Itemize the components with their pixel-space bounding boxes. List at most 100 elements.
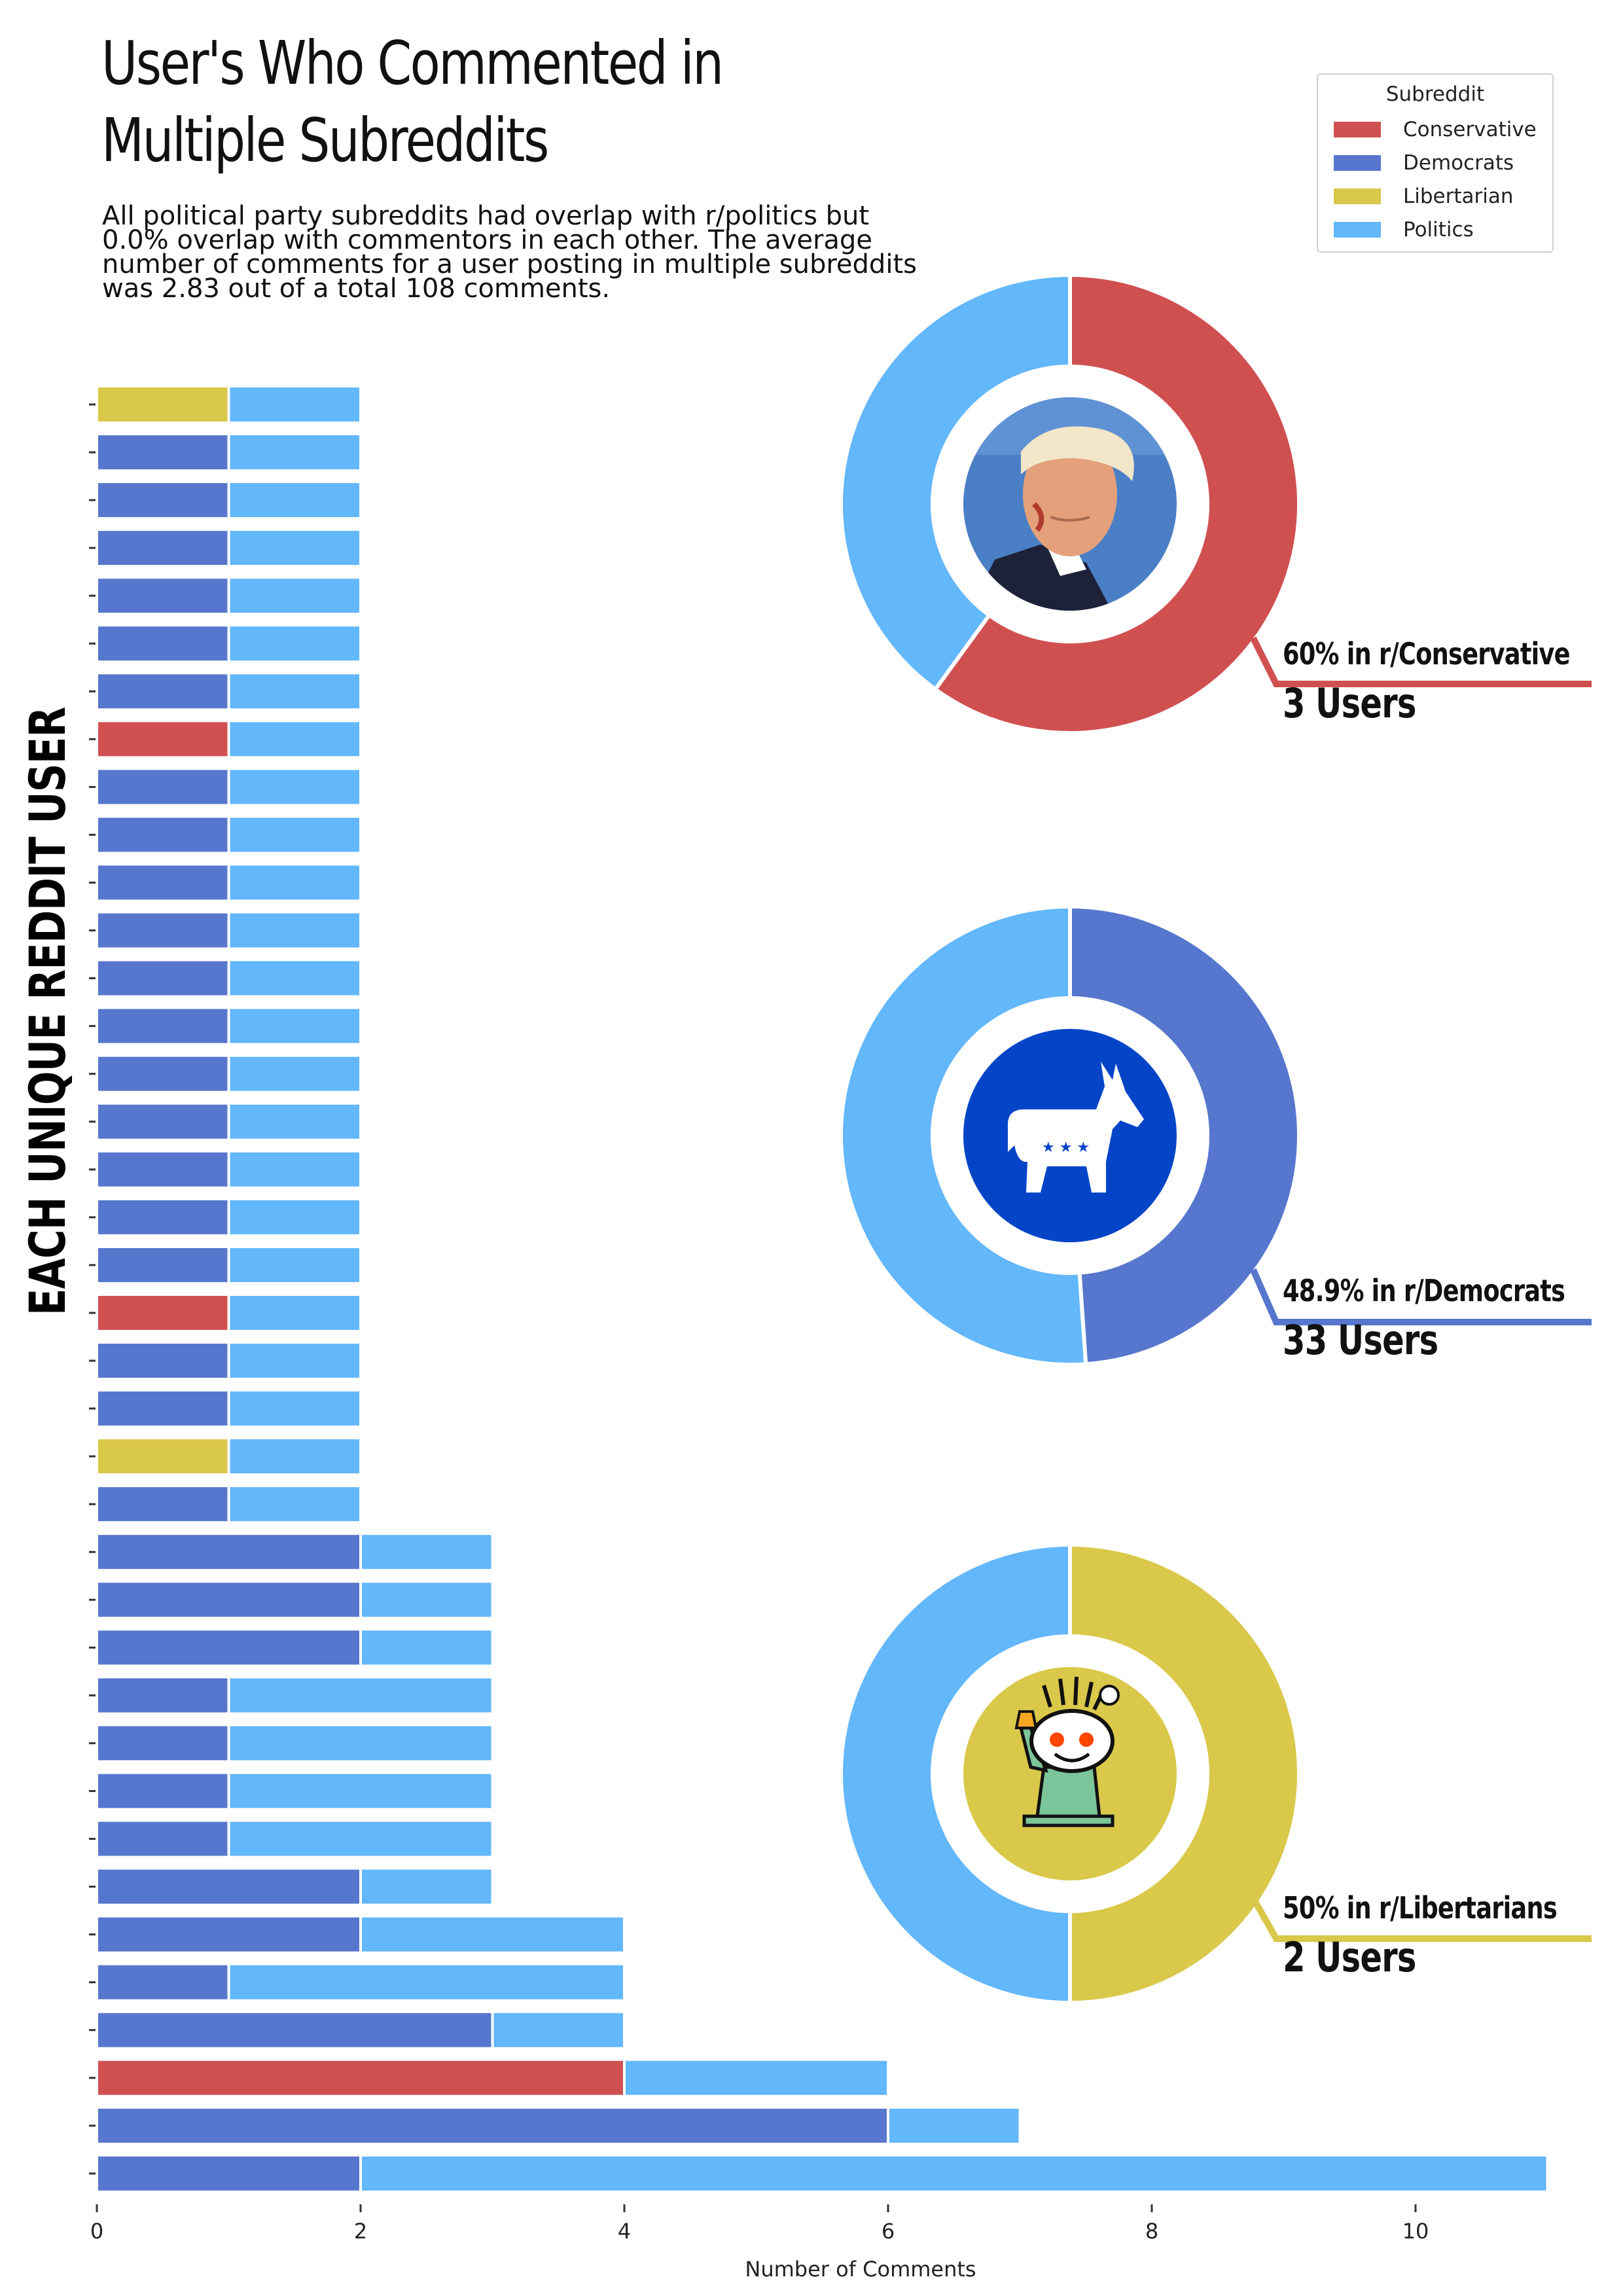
legend-title: Subreddit — [1385, 82, 1485, 106]
bar-segment-politics — [227, 767, 362, 807]
bar-segment-politics — [227, 433, 362, 473]
callout-conservative: 60% in r/Conservative 3 Users — [1283, 636, 1623, 727]
x-axis-label: Number of Comments — [745, 2257, 976, 2282]
legend-swatch — [1334, 155, 1381, 171]
liberty-snoo-logo — [963, 1667, 1177, 1880]
callout-pct-libertarian: 50% in r/Libertarians — [1283, 1890, 1558, 1926]
bar-segment-democrats — [96, 624, 230, 664]
callout-line-libertarian — [1250, 1896, 1592, 1942]
legend-swatch — [1334, 122, 1381, 137]
bar-segment-democrats — [96, 2106, 889, 2145]
bar-segment-politics — [227, 1149, 362, 1189]
bar-segment-democrats — [96, 1819, 230, 1859]
donut-conservative — [839, 272, 1301, 735]
callout-users-democrats: 33 Users — [1283, 1316, 1438, 1364]
x-tick-label: 4 — [618, 2219, 631, 2244]
x-axis-ticks: 0 2 4 6 8 10 — [90, 2204, 1429, 2244]
bar-segment-democrats — [96, 1149, 230, 1189]
bar-segment-politics — [227, 910, 362, 950]
politician-portrait-image — [963, 397, 1177, 611]
x-tick-label: 2 — [354, 2219, 367, 2244]
callout-pct-conservative: 60% in r/Conservative — [1283, 636, 1571, 672]
bar-segment-politics — [227, 480, 362, 520]
bar-segment-politics — [227, 1293, 362, 1333]
legend-item-libertarian: Libertarian — [1334, 182, 1514, 211]
bar-segment-politics — [227, 1676, 494, 1715]
donut-democrats — [838, 904, 1301, 1367]
legend-item-conservative: Conservative — [1334, 115, 1537, 144]
bar-segment-politics — [227, 528, 362, 568]
bar-segment-politics — [359, 2153, 1549, 2193]
legend: Subreddit Conservative Democrats Liberta… — [1317, 73, 1554, 253]
bar-segment-democrats — [96, 1006, 230, 1046]
bar-segment-democrats — [96, 2153, 362, 2193]
bar-segment-democrats — [96, 1914, 362, 1954]
bar-segment-politics — [227, 1962, 626, 2002]
donut-slice-politics — [838, 904, 1088, 1367]
bar-segment-democrats — [96, 433, 230, 473]
bar-segment-democrats — [96, 528, 230, 568]
bar-segment-politics — [227, 672, 362, 711]
bar-segment-democrats — [96, 1341, 230, 1380]
bar-segment-democrats — [96, 1628, 362, 1668]
x-tick-label: 10 — [1402, 2219, 1429, 2244]
bar-segment-politics — [359, 1628, 494, 1668]
bar-segment-politics — [227, 1245, 362, 1285]
x-tick-label: 0 — [90, 2219, 103, 2244]
legend-label: Democrats — [1403, 151, 1514, 175]
chart-subtitle: All political party subreddits had overl… — [102, 201, 917, 304]
bar-segment-libertarian — [96, 385, 230, 424]
bar-segment-politics — [227, 1484, 362, 1524]
bar-segment-politics — [227, 1819, 494, 1859]
bar-segment-politics — [227, 863, 362, 903]
bar-segment-democrats — [96, 863, 230, 903]
donkey-logo: ★ ★ ★ — [963, 1029, 1177, 1242]
donut-libertarian — [839, 1542, 1301, 2005]
legend-item-democrats: Democrats — [1334, 149, 1514, 177]
bar-segment-democrats — [96, 1532, 362, 1572]
donut-slice-politics — [839, 1542, 1072, 2005]
bar-segment-conservative — [96, 1293, 230, 1333]
bar-segment-politics — [227, 1054, 362, 1094]
bar-segment-democrats — [96, 480, 230, 520]
bar-segment-politics — [887, 2106, 1022, 2145]
bar-segment-democrats — [96, 767, 230, 807]
bar-segment-conservative — [96, 2058, 626, 2098]
bar-segment-politics — [227, 576, 362, 616]
callout-users-libertarian: 2 Users — [1283, 1933, 1416, 1981]
bar-segment-democrats — [96, 1723, 230, 1763]
chart-title: User's Who Commented in Multiple Subredd… — [101, 28, 724, 175]
bar-segment-democrats — [96, 1676, 230, 1715]
bar-segment-politics — [227, 1102, 362, 1141]
x-tick-label: 6 — [882, 2219, 895, 2244]
donut-slice-democrats — [1068, 904, 1301, 1367]
bar-segment-democrats — [96, 815, 230, 855]
bar-segment-democrats — [96, 576, 230, 616]
bar-segment-politics — [359, 1580, 494, 1620]
bar-segment-democrats — [96, 1197, 230, 1237]
bar-segment-democrats — [96, 1867, 362, 1907]
bar-segment-politics — [227, 719, 362, 759]
legend-label: Libertarian — [1403, 185, 1514, 208]
bar-segment-politics — [623, 2058, 889, 2098]
bar-segment-democrats — [96, 672, 230, 711]
legend-swatch — [1334, 188, 1381, 204]
callout-users-conservative: 3 Users — [1283, 679, 1416, 727]
bar-segment-conservative — [96, 719, 230, 759]
bar-segment-democrats — [96, 1771, 230, 1811]
legend-item-politics: Politics — [1334, 215, 1474, 244]
bar-chart — [89, 385, 1549, 2193]
donut-slice-conservative — [933, 272, 1301, 735]
callout-line-conservative — [1250, 636, 1592, 687]
bar-segment-democrats — [96, 1580, 362, 1620]
legend-label: Politics — [1403, 218, 1474, 242]
donut-slice-libertarian — [1068, 1542, 1301, 2005]
bar-segment-democrats — [96, 1389, 230, 1429]
callout-pct-democrats: 48.9% in r/Democrats — [1283, 1273, 1565, 1308]
bar-segment-politics — [227, 815, 362, 855]
bar-segment-politics — [227, 1437, 362, 1477]
bar-segment-democrats — [96, 1484, 230, 1524]
donut-slice-politics — [839, 272, 1072, 692]
bar-segment-democrats — [96, 910, 230, 950]
